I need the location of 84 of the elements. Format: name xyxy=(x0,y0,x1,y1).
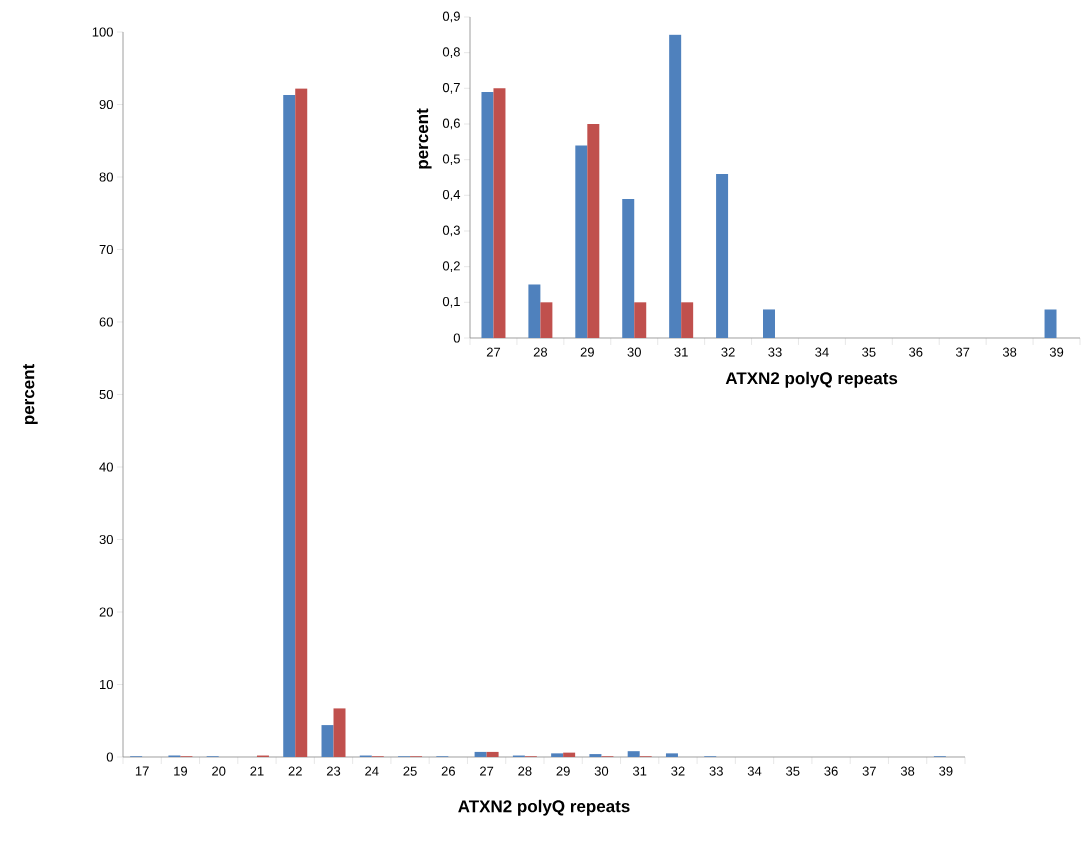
x-tick-label: 19 xyxy=(174,766,188,776)
bar xyxy=(283,95,296,757)
x-tick-label: 39 xyxy=(1049,347,1064,357)
bar xyxy=(669,34,682,338)
y-tick-label: 10 xyxy=(100,679,113,690)
y-tick-label: 80 xyxy=(99,172,113,182)
bar xyxy=(528,284,541,338)
bar xyxy=(295,88,308,757)
x-tick-label: 22 xyxy=(288,766,302,776)
x-tick-label: 35 xyxy=(862,347,876,357)
y-tick-label: 100 xyxy=(92,27,113,37)
bar xyxy=(333,708,346,757)
y-axis-title: percent xyxy=(416,108,432,169)
bar xyxy=(587,123,600,338)
x-tick-label: 29 xyxy=(580,347,594,357)
x-axis-title: ATXN2 polyQ repeats xyxy=(458,799,630,816)
x-tick-label: 31 xyxy=(632,766,647,776)
x-tick-label: 21 xyxy=(250,766,264,776)
x-tick-label: 38 xyxy=(1002,347,1017,357)
y-tick-label: 30 xyxy=(99,534,113,545)
x-tick-label: 32 xyxy=(671,766,685,776)
y-axis-title: percent xyxy=(23,363,38,425)
bar xyxy=(681,302,694,338)
x-tick-label: 23 xyxy=(326,766,341,776)
y-tick-label: 0,3 xyxy=(442,225,460,237)
x-tick-label: 38 xyxy=(900,766,915,776)
x-tick-label: 34 xyxy=(747,766,762,776)
y-tick-label: 60 xyxy=(99,317,113,327)
x-tick-label: 26 xyxy=(441,766,455,776)
bar xyxy=(716,173,729,338)
y-tick-label: 0,9 xyxy=(442,11,460,23)
bar xyxy=(493,88,506,338)
x-tick-label: 25 xyxy=(403,766,417,776)
bar xyxy=(474,751,487,757)
bar xyxy=(551,753,564,757)
x-tick-label: 36 xyxy=(909,347,923,357)
bar xyxy=(622,198,635,338)
x-tick-label: 35 xyxy=(786,766,800,776)
y-tick-label: 20 xyxy=(99,607,113,617)
y-tick-label: 90 xyxy=(99,99,113,110)
y-tick-label: 0,8 xyxy=(442,47,460,59)
y-tick-label: 0,7 xyxy=(442,82,460,94)
x-tick-label: 30 xyxy=(627,347,641,357)
y-tick-label: 0,5 xyxy=(442,154,460,166)
bar xyxy=(763,309,776,338)
y-tick-label: 0,1 xyxy=(442,296,460,308)
bar xyxy=(486,751,499,757)
y-tick-label: 0,4 xyxy=(442,189,461,201)
x-tick-label: 28 xyxy=(518,766,532,776)
x-tick-label: 27 xyxy=(480,766,494,776)
y-tick-label: 70 xyxy=(99,244,113,255)
x-tick-label: 29 xyxy=(556,766,570,776)
bar xyxy=(634,302,647,338)
x-tick-label: 37 xyxy=(955,347,970,357)
x-tick-label: 36 xyxy=(824,766,838,776)
bar xyxy=(540,302,553,338)
y-tick-label: 40 xyxy=(99,462,113,472)
bar xyxy=(563,752,576,757)
x-tick-label: 20 xyxy=(212,766,226,776)
x-tick-label: 17 xyxy=(135,766,149,776)
x-tick-label: 31 xyxy=(674,347,688,357)
y-tick-label: 0 xyxy=(106,752,113,762)
bar xyxy=(665,753,678,757)
bar xyxy=(575,145,588,338)
x-tick-label: 39 xyxy=(939,766,953,776)
y-tick-label: 50 xyxy=(99,389,113,400)
x-tick-label: 37 xyxy=(862,766,876,776)
bar xyxy=(589,754,602,757)
x-tick-label: 27 xyxy=(486,347,501,357)
x-tick-label: 28 xyxy=(533,347,548,357)
x-tick-label: 33 xyxy=(709,766,723,776)
y-tick-label: 0,6 xyxy=(442,118,460,130)
bar xyxy=(627,751,640,757)
y-tick-label: 0,2 xyxy=(442,261,460,273)
x-tick-label: 30 xyxy=(594,766,609,776)
bar xyxy=(1044,309,1057,338)
bar xyxy=(481,91,494,338)
x-axis-title: ATXN2 polyQ repeats xyxy=(725,371,898,388)
x-tick-label: 24 xyxy=(365,766,379,776)
x-tick-label: 34 xyxy=(815,347,829,357)
x-tick-label: 33 xyxy=(768,347,782,357)
y-tick-label: 0 xyxy=(453,333,460,343)
bar xyxy=(321,725,334,757)
x-tick-label: 32 xyxy=(721,347,735,357)
